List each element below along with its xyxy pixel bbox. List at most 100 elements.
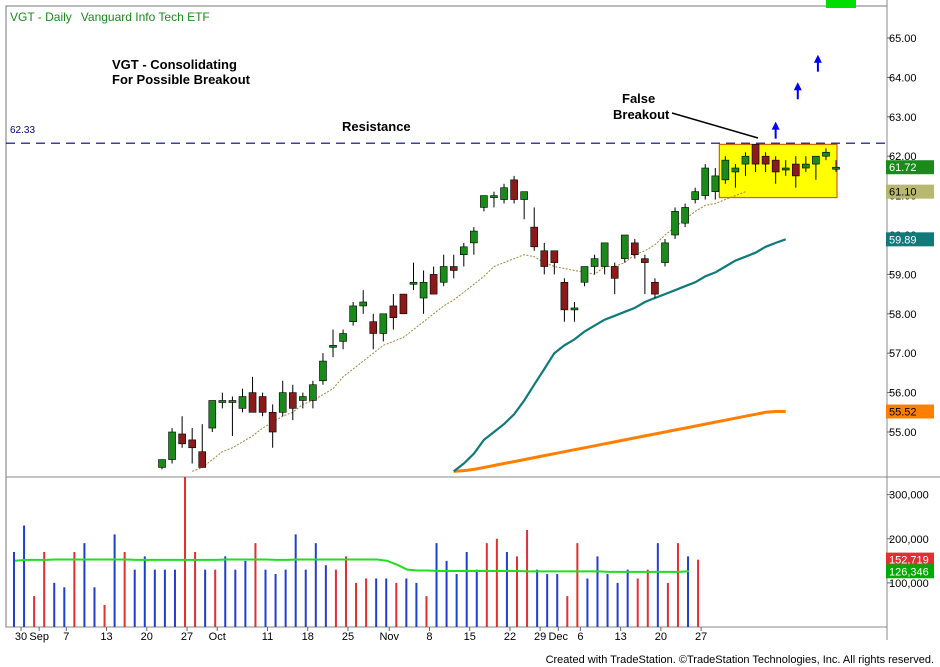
candle — [651, 278, 659, 299]
candle-body — [480, 195, 488, 208]
volume-tick-label: 300,000 — [889, 490, 929, 502]
headline-line1: VGT - Consolidating — [112, 57, 237, 72]
candle-body — [671, 211, 679, 236]
candle — [278, 380, 287, 417]
candle — [530, 207, 539, 251]
date-tick-label: Sep — [29, 631, 49, 643]
candle-body — [268, 411, 277, 433]
candle-body — [309, 384, 317, 401]
date-tick-label: 13 — [614, 631, 626, 643]
candle-body — [449, 266, 458, 271]
price-badge: 59.89 — [886, 232, 934, 247]
candle — [781, 160, 790, 176]
false-breakout-line1: False — [622, 91, 655, 106]
up-arrow-icon — [813, 54, 822, 72]
date-tick-label: 6 — [577, 631, 583, 643]
volume-bars: 300,000 200,000 100,000 — [13, 477, 929, 627]
candle — [802, 156, 810, 172]
candle-body — [751, 144, 760, 165]
candle — [711, 168, 720, 200]
price-tick-label: 65.00 — [889, 33, 917, 45]
candle — [490, 191, 498, 208]
candle-body — [399, 293, 408, 315]
candle-body — [198, 451, 207, 468]
candle-body — [439, 266, 448, 283]
candle-body — [459, 246, 468, 256]
candle-body — [470, 230, 478, 244]
volume-badge: 126,346 — [886, 564, 934, 579]
candle-body — [379, 313, 388, 334]
candle — [178, 416, 186, 448]
candle-body — [631, 242, 639, 256]
candle — [449, 254, 458, 279]
candle — [459, 242, 468, 267]
candle — [208, 400, 217, 432]
candle-body — [711, 175, 720, 192]
candle-body — [218, 400, 227, 403]
date-tick-label: 15 — [464, 631, 476, 643]
arrow-head — [793, 82, 802, 91]
candle — [761, 152, 770, 172]
candle — [832, 160, 840, 172]
ma-fast-line — [192, 191, 746, 472]
candle — [620, 234, 629, 263]
volume-badge: 152,719 — [886, 552, 934, 567]
candle — [228, 396, 237, 436]
date-tick-label: Dec — [548, 631, 568, 643]
candle-body — [681, 207, 689, 224]
date-tick-label: 27 — [695, 631, 707, 643]
up-arrow-icon — [771, 121, 780, 139]
moving-averages — [192, 191, 787, 473]
candle-body — [781, 167, 790, 171]
candle — [500, 183, 508, 204]
date-tick-label: 11 — [262, 631, 273, 643]
candle — [721, 156, 730, 184]
candle — [570, 301, 579, 322]
candle-body — [570, 307, 579, 311]
candle — [610, 262, 619, 295]
candle-body — [178, 433, 186, 445]
candle-body — [761, 155, 770, 165]
candle — [188, 428, 196, 464]
candle — [580, 266, 589, 287]
candle-body — [580, 266, 589, 283]
candle — [771, 156, 780, 184]
candle-body — [771, 159, 780, 173]
candle — [379, 313, 388, 342]
candle — [258, 392, 267, 417]
candle — [751, 144, 760, 172]
candle-body — [701, 167, 710, 196]
candle — [329, 329, 337, 358]
candle — [359, 290, 368, 314]
date-tick-label: 29 — [534, 631, 546, 643]
price-badge-bg — [886, 160, 934, 175]
candle — [480, 195, 488, 212]
candle-body — [429, 274, 438, 295]
price-badge-bg — [886, 184, 934, 199]
candle-body — [641, 258, 649, 263]
price-badge-label: 61.10 — [889, 187, 917, 199]
price-badge-label: 61.72 — [889, 162, 917, 174]
candle-body — [238, 396, 247, 409]
candle-body — [248, 392, 257, 413]
candle — [389, 294, 398, 330]
candle-body — [329, 345, 337, 348]
up-arrow-icon — [793, 82, 802, 100]
candle-body — [278, 392, 287, 413]
candle — [168, 428, 176, 464]
candle-body — [319, 360, 327, 382]
price-badge-label: 55.52 — [889, 407, 917, 419]
candle — [741, 152, 750, 176]
candle-body — [741, 155, 750, 165]
candle-body — [359, 301, 368, 307]
breakout-arrows — [771, 54, 822, 139]
ma-mid-line — [453, 238, 787, 473]
date-tick-label: 7 — [63, 631, 69, 643]
candle-body — [500, 187, 508, 200]
window-tab-indicator[interactable] — [826, 0, 856, 8]
candle-body — [530, 226, 539, 248]
price-badge: 61.10 — [886, 184, 934, 199]
candle — [550, 250, 559, 275]
